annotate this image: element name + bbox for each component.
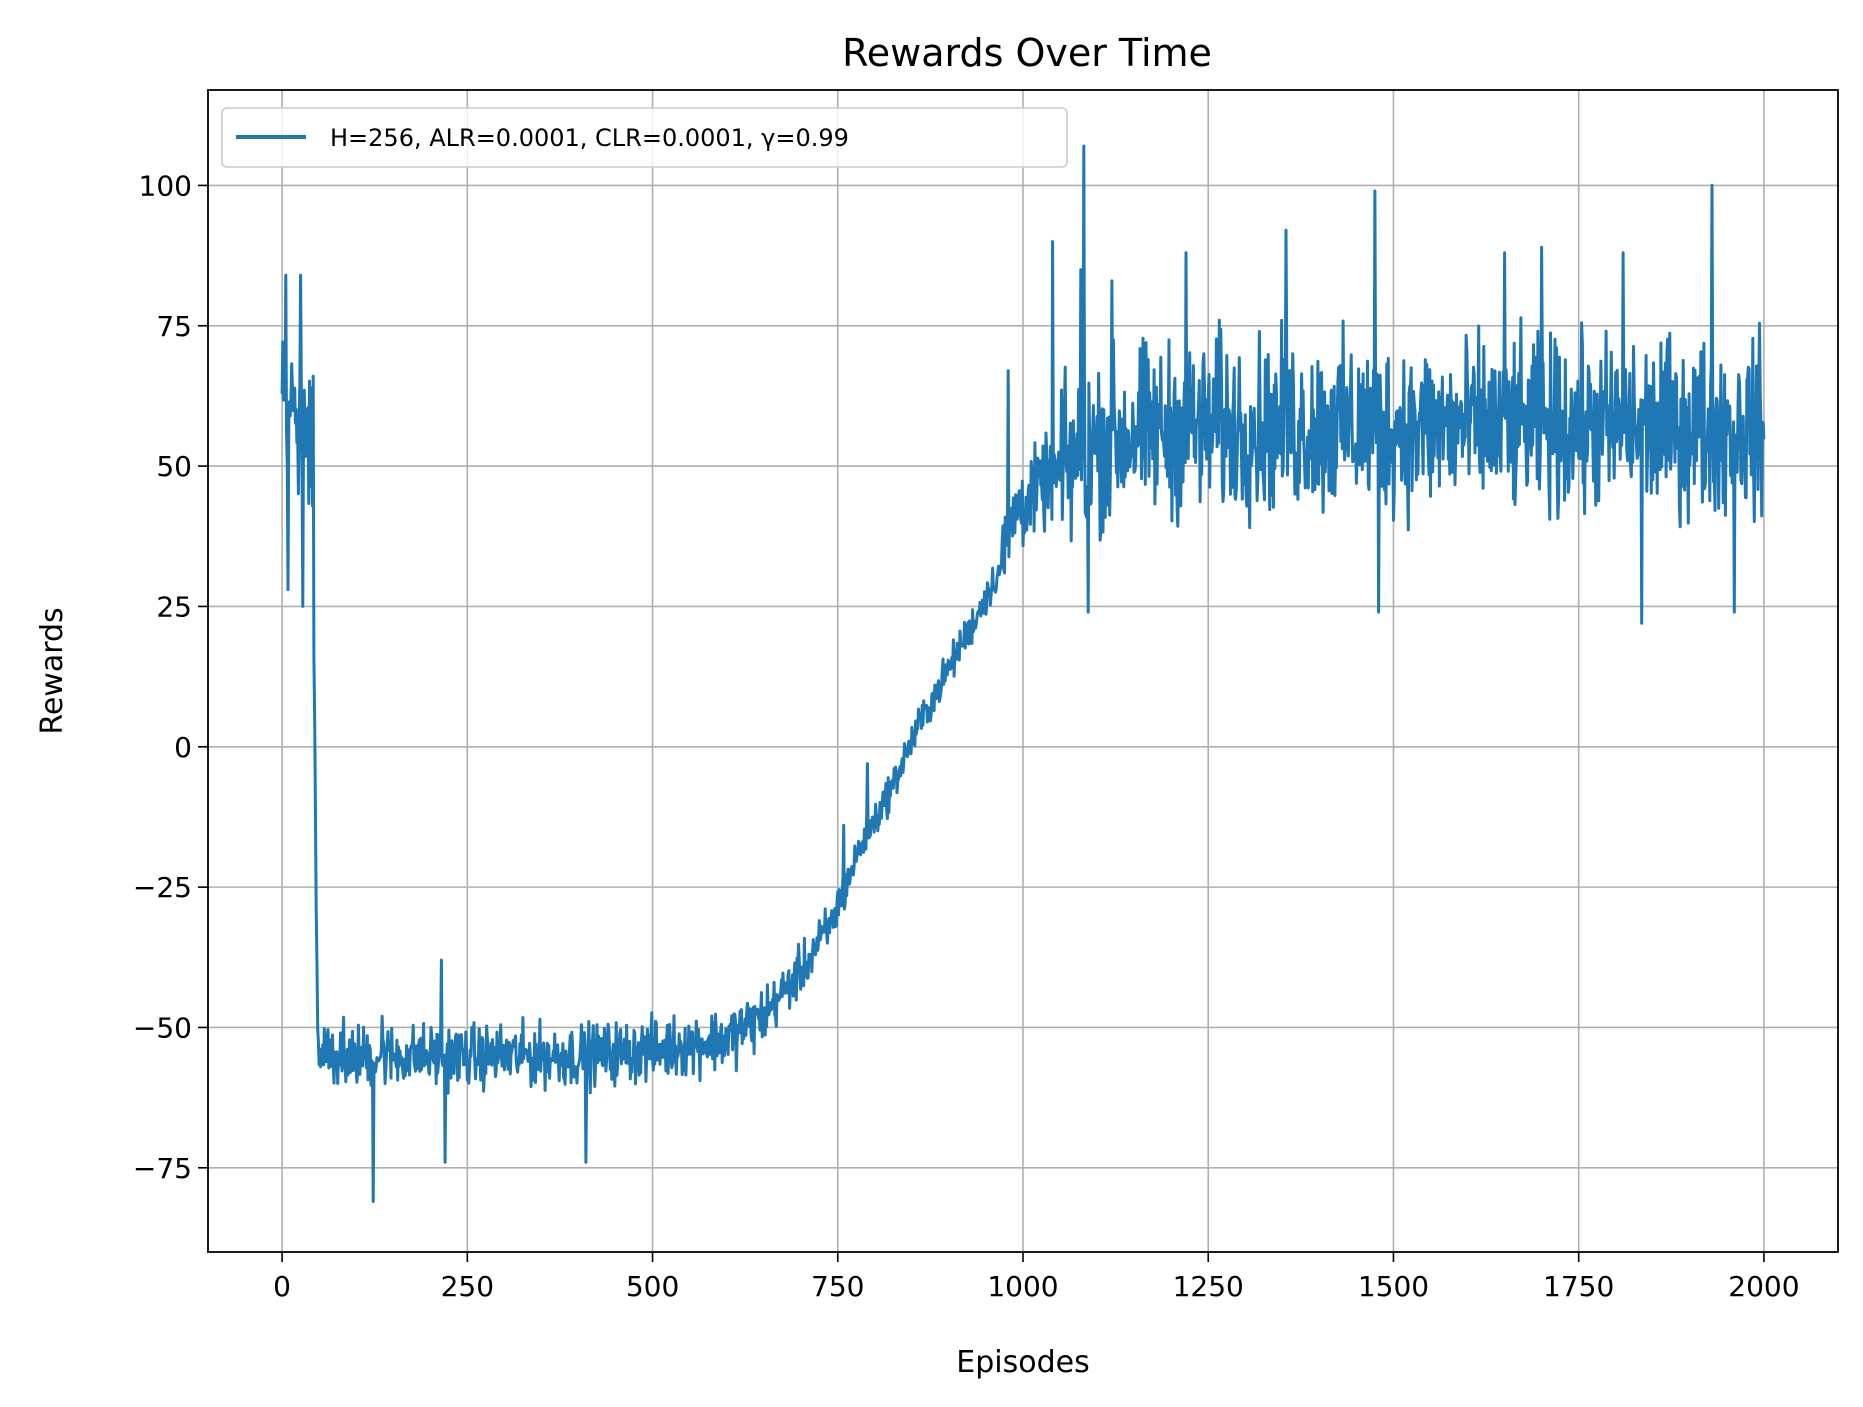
series-layer bbox=[280, 144, 1766, 1203]
chart-title: Rewards Over Time bbox=[842, 31, 1212, 75]
x-tick-label: 250 bbox=[441, 1270, 494, 1303]
x-tick-label: 1500 bbox=[1358, 1270, 1429, 1303]
legend-entry-label: H=256, ALR=0.0001, CLR=0.0001, γ=0.99 bbox=[330, 124, 849, 152]
legend: H=256, ALR=0.0001, CLR=0.0001, γ=0.99 bbox=[221, 107, 1068, 168]
grid-layer bbox=[208, 90, 1838, 1252]
x-tick-label: 1250 bbox=[1173, 1270, 1244, 1303]
y-tick-label: 25 bbox=[156, 590, 192, 623]
x-tick-label: 500 bbox=[626, 1270, 679, 1303]
y-tick-label: 100 bbox=[139, 169, 192, 202]
x-tick-label: 2000 bbox=[1728, 1270, 1799, 1303]
y-tick-label: −25 bbox=[133, 871, 192, 904]
x-tick-label: 1750 bbox=[1543, 1270, 1614, 1303]
y-tick-label: 50 bbox=[156, 450, 192, 483]
x-axis-label: Episodes bbox=[956, 1345, 1089, 1380]
y-axis-label: Rewards bbox=[35, 607, 70, 734]
y-tick-label: −75 bbox=[133, 1152, 192, 1185]
legend-box bbox=[221, 107, 1068, 168]
series-line bbox=[280, 144, 1766, 1203]
y-tick-label: −50 bbox=[133, 1011, 192, 1044]
y-tick-label: 75 bbox=[156, 310, 192, 343]
x-tick-label: 0 bbox=[273, 1270, 291, 1303]
tick-layer: 0 250 500 750 1000 1250 1500 1750 2000 −75 −50 −25 0… bbox=[133, 169, 1800, 1303]
y-tick-label: 0 bbox=[174, 731, 192, 764]
x-tick-label: 1000 bbox=[987, 1270, 1058, 1303]
x-tick-label: 750 bbox=[811, 1270, 864, 1303]
